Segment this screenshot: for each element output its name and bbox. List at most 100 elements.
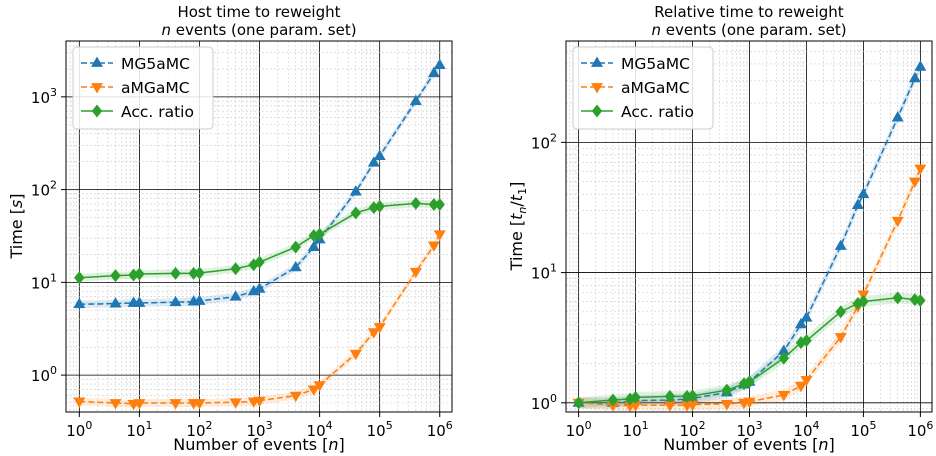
data-point	[852, 296, 864, 310]
data-point	[777, 344, 790, 355]
data-point	[307, 240, 320, 251]
legend-label: MG5aMC	[121, 55, 190, 73]
y-tick-label: 102	[531, 131, 557, 152]
data-point	[169, 399, 182, 410]
data-point	[367, 156, 380, 167]
legend-label: aMGaMC	[121, 79, 190, 97]
chart-title-line2: n events (one param. set)	[161, 21, 356, 39]
panel-host-time: Host time to reweight n events (one para…	[7, 3, 453, 454]
legend-label: Acc. ratio	[621, 103, 694, 121]
data-point	[307, 385, 320, 396]
data-point	[314, 227, 325, 241]
legend: MG5aMC aMGaMC Acc. ratio	[72, 46, 214, 130]
data-point	[188, 266, 199, 280]
data-point	[892, 291, 903, 305]
data-point	[253, 282, 266, 293]
data-point	[624, 392, 636, 406]
data-point	[800, 375, 813, 387]
legend-item: Acc. ratio	[581, 103, 694, 121]
data-point	[169, 295, 182, 307]
series-amgamc	[73, 230, 446, 411]
panel-relative-time: Relative time to reweight n events (one …	[507, 3, 933, 454]
data-point	[630, 390, 641, 404]
data-point	[858, 294, 869, 308]
data-point	[109, 399, 122, 410]
data-point	[857, 187, 870, 199]
data-point	[427, 241, 440, 252]
uncertainty-band	[578, 292, 921, 409]
data-point	[914, 164, 927, 175]
series-acc-ratio	[573, 291, 926, 410]
x-tick-label: 105	[850, 419, 876, 440]
chart-title-line1: Host time to reweight	[177, 3, 340, 21]
data-point	[289, 391, 302, 403]
data-point	[778, 351, 789, 365]
uncertainty-band	[79, 199, 440, 282]
data-point	[427, 66, 440, 78]
legend-item: aMGaMC	[81, 79, 190, 97]
data-point	[109, 297, 122, 308]
legend-marker	[91, 83, 103, 94]
legend-item: Acc. ratio	[81, 103, 194, 121]
data-point	[254, 255, 265, 269]
data-point	[73, 397, 86, 408]
data-point	[891, 216, 904, 228]
series-layer	[572, 60, 927, 412]
data-point	[915, 294, 926, 308]
data-point	[349, 349, 362, 361]
data-point	[289, 260, 302, 272]
legend-item: aMGaMC	[581, 79, 690, 97]
data-point	[686, 400, 699, 412]
data-point	[914, 60, 927, 71]
series-layer	[73, 58, 446, 411]
data-point	[133, 296, 146, 307]
y-tick-label: 101	[31, 271, 57, 292]
y-tick-label: 101	[531, 262, 557, 283]
data-point	[801, 334, 812, 348]
data-point	[909, 293, 921, 307]
legend-marker	[591, 56, 603, 67]
x-tick-label: 106	[907, 419, 933, 440]
legend-label: MG5aMC	[621, 55, 690, 73]
data-point	[74, 271, 85, 285]
legend-frame	[72, 46, 214, 130]
data-point	[170, 266, 181, 280]
data-point	[73, 297, 86, 309]
data-point	[374, 199, 385, 213]
data-point	[687, 389, 698, 403]
data-point	[409, 267, 422, 279]
x-tick-label: 104	[307, 419, 333, 440]
data-point	[629, 401, 642, 412]
y-tick-label: 100	[31, 364, 57, 385]
y-tick-label: 102	[31, 179, 57, 200]
legend-frame	[572, 46, 714, 130]
data-point	[777, 391, 790, 402]
legend: MG5aMC aMGaMC Acc. ratio	[572, 46, 714, 130]
legend-label: aMGaMC	[621, 79, 690, 97]
tick-labels: 100 101 102 103 104 105 106 100 101 102	[531, 131, 934, 440]
x-axis-label: Number of events [n]	[173, 435, 345, 454]
data-point	[663, 401, 676, 412]
chart-title-line2: n events (one param. set)	[651, 21, 846, 39]
data-point	[194, 266, 205, 280]
data-point	[134, 267, 145, 281]
x-tick-label: 102	[186, 419, 212, 440]
y-tick-label: 103	[31, 86, 57, 107]
legend-item: MG5aMC	[81, 55, 190, 73]
data-point	[721, 383, 733, 397]
x-tick-label: 105	[367, 419, 393, 440]
data-point	[229, 398, 242, 409]
data-point	[835, 305, 846, 319]
data-point	[834, 239, 847, 250]
data-point	[193, 399, 206, 410]
data-point	[607, 393, 619, 407]
data-point	[851, 198, 864, 209]
data-point	[253, 396, 266, 408]
data-point	[313, 381, 326, 392]
data-point	[133, 399, 146, 410]
y-axis-label: Time [tn/t1]	[507, 182, 529, 272]
data-point	[373, 323, 386, 334]
data-point	[428, 198, 440, 212]
uncertainty-band	[578, 163, 921, 412]
